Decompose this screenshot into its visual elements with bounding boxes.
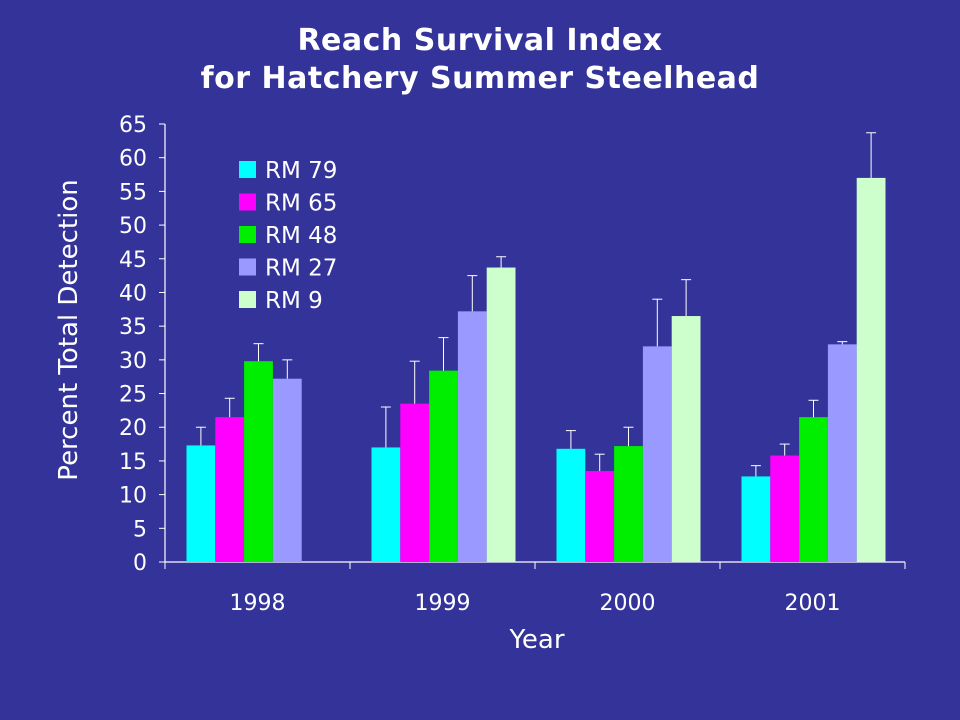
bar <box>400 403 430 562</box>
axes: 0 5 10 15 20 25 30 35 40 45 50 55 60 65 1998 1999 2000 20… <box>119 113 906 616</box>
legend-swatch <box>239 193 256 211</box>
legend-label: RM 9 <box>265 288 323 314</box>
chart-title-line-2: for Hatchery Summer Steelhead <box>200 61 760 96</box>
y-tick-label: 10 <box>119 484 147 509</box>
bar <box>556 448 586 562</box>
bar <box>614 446 643 562</box>
y-tick-label: 40 <box>119 281 147 306</box>
legend: RM 79 RM 65 RM 48 RM 27 RM 9 <box>239 158 337 314</box>
x-tick-label: 1999 <box>415 591 471 616</box>
y-tick-label: 50 <box>119 214 147 239</box>
chart-title-line-1: Reach Survival Index <box>297 23 663 58</box>
bars <box>186 132 886 562</box>
chart-title: Reach Survival Index for Hatchery Summer… <box>0 22 960 98</box>
x-axis-label: Year <box>508 625 564 655</box>
y-tick-label: 65 <box>119 113 147 138</box>
y-tick-label: 35 <box>119 315 147 340</box>
y-tick-label: 30 <box>119 349 147 374</box>
bar <box>486 267 516 562</box>
bar <box>272 378 302 562</box>
bar <box>215 417 245 562</box>
bar <box>429 370 458 562</box>
x-tick-label: 1998 <box>230 591 286 616</box>
legend-label: RM 79 <box>265 158 337 184</box>
y-tick-label: 55 <box>119 180 147 205</box>
bar <box>770 455 800 562</box>
bar <box>741 476 771 562</box>
bar <box>827 344 857 562</box>
bar <box>799 417 828 562</box>
legend-swatch <box>239 258 256 276</box>
y-tick-label: 20 <box>119 416 147 441</box>
y-tick-label: 45 <box>119 248 147 273</box>
y-tick-label: 0 <box>133 551 147 576</box>
bar <box>457 311 487 562</box>
y-tick-label: 5 <box>133 517 147 542</box>
legend-label: RM 27 <box>265 256 337 282</box>
legend-swatch <box>239 291 256 308</box>
x-tick-label: 2000 <box>600 591 656 616</box>
bar <box>585 471 615 562</box>
y-axis-label: Percent Total Detection <box>54 179 84 480</box>
bar <box>244 361 273 562</box>
bar <box>371 447 401 562</box>
legend-label: RM 65 <box>265 191 337 217</box>
y-tick-label: 25 <box>119 383 147 408</box>
x-tick-label: 2001 <box>785 591 841 616</box>
legend-swatch <box>239 226 256 243</box>
legend-swatch <box>239 161 256 178</box>
bar <box>671 316 701 562</box>
legend-label: RM 48 <box>265 223 337 249</box>
bar <box>186 445 216 562</box>
y-tick-label: 60 <box>119 147 147 172</box>
bar <box>856 177 886 562</box>
bar <box>642 346 672 562</box>
y-tick-label: 15 <box>119 450 147 475</box>
